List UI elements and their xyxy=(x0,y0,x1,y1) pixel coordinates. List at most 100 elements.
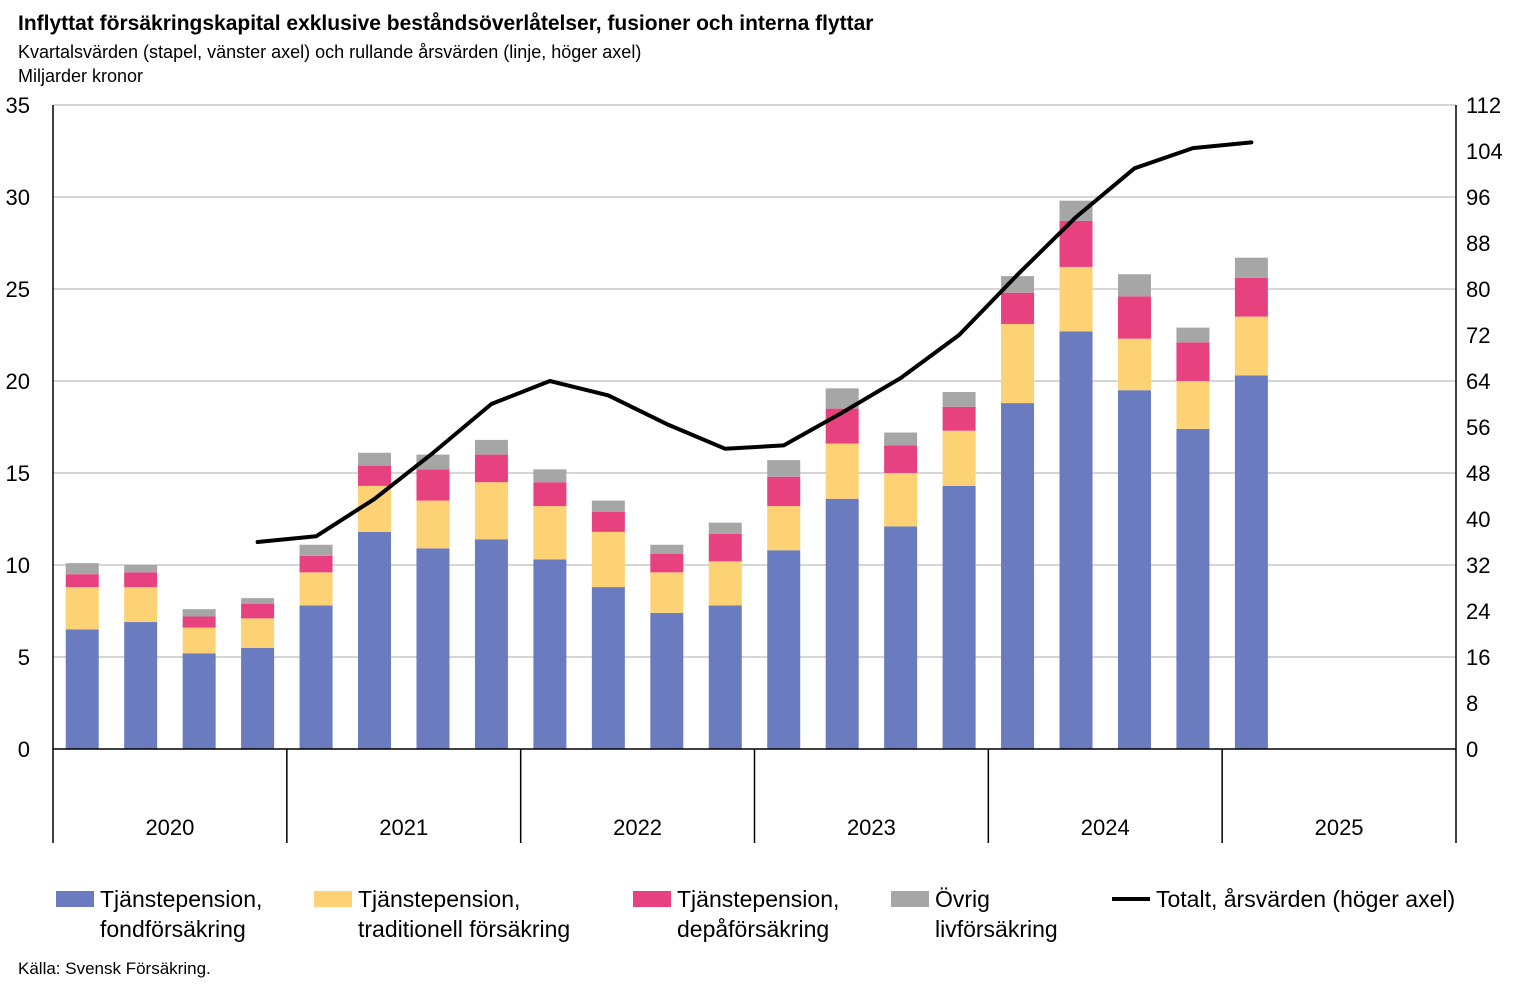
bar-ovrig xyxy=(300,545,333,556)
right-tick-label: 0 xyxy=(1466,737,1478,762)
bar-trad xyxy=(66,587,99,629)
bar-trad xyxy=(826,444,859,499)
bar-fond xyxy=(66,629,99,749)
legend-fond-swatch xyxy=(56,891,94,907)
bar-trad xyxy=(475,482,508,539)
bar-fond xyxy=(183,653,216,749)
legend-depa: Tjänstepension, depåförsäkring xyxy=(633,884,839,944)
right-tick-label: 40 xyxy=(1466,507,1490,532)
bar-fond xyxy=(592,587,625,749)
bar-ovrig xyxy=(1118,274,1151,296)
chart: 0510152025303508162432404856647280889610… xyxy=(0,0,1525,880)
bar-trad xyxy=(124,587,157,622)
bar-fond xyxy=(533,559,566,749)
bar-ovrig xyxy=(124,565,157,572)
bar-trad xyxy=(416,501,449,549)
bar-ovrig xyxy=(709,523,742,534)
bar-depa xyxy=(416,469,449,500)
bar-ovrig xyxy=(241,598,274,604)
bar-fond xyxy=(709,605,742,749)
bar-trad xyxy=(592,532,625,587)
bar-depa xyxy=(1176,342,1209,381)
year-label: 2023 xyxy=(847,815,896,840)
bar-depa xyxy=(358,466,391,486)
bar-ovrig xyxy=(1235,258,1268,278)
bar-fond xyxy=(767,550,800,749)
right-tick-label: 80 xyxy=(1466,277,1490,302)
bar-depa xyxy=(533,482,566,506)
bar-ovrig xyxy=(1176,328,1209,343)
bar-fond xyxy=(358,532,391,749)
bar-trad xyxy=(183,628,216,654)
year-label: 2024 xyxy=(1081,815,1130,840)
bar-trad xyxy=(709,561,742,605)
bar-trad xyxy=(1176,381,1209,429)
bar-trad xyxy=(241,618,274,647)
bar-fond xyxy=(1176,429,1209,749)
bar-depa xyxy=(1001,293,1034,324)
legend-depa-label-1: Tjänstepension, xyxy=(677,884,839,914)
bar-fond xyxy=(124,622,157,749)
bar-depa xyxy=(241,604,274,619)
bar-fond xyxy=(475,539,508,749)
bar-fond xyxy=(1235,375,1268,749)
left-tick-label: 30 xyxy=(6,185,30,210)
year-label: 2020 xyxy=(145,815,194,840)
left-tick-label: 20 xyxy=(6,369,30,394)
bar-depa xyxy=(124,572,157,587)
bar-trad xyxy=(1001,324,1034,403)
bar-depa xyxy=(475,455,508,483)
legend-depa-label-2: depåförsäkring xyxy=(677,914,839,944)
bar-trad xyxy=(650,572,683,612)
bar-ovrig xyxy=(767,460,800,477)
bar-fond xyxy=(300,605,333,749)
bar-depa xyxy=(650,554,683,572)
bar-ovrig xyxy=(533,469,566,482)
bar-trad xyxy=(358,486,391,532)
bar-fond xyxy=(1001,403,1034,749)
left-tick-label: 10 xyxy=(6,553,30,578)
right-tick-label: 48 xyxy=(1466,461,1490,486)
bar-depa xyxy=(767,477,800,506)
right-tick-label: 112 xyxy=(1466,93,1501,118)
left-tick-label: 25 xyxy=(6,277,30,302)
bar-depa xyxy=(183,617,216,628)
bar-trad xyxy=(1235,317,1268,376)
source-note: Källa: Svensk Försäkring. xyxy=(18,959,211,979)
bar-depa xyxy=(1118,296,1151,338)
bar-trad xyxy=(533,506,566,559)
bar-depa xyxy=(884,445,917,473)
bar-fond xyxy=(416,548,449,749)
bar-trad xyxy=(1060,267,1093,331)
bar-fond xyxy=(1060,331,1093,749)
right-tick-label: 16 xyxy=(1466,645,1490,670)
right-tick-label: 96 xyxy=(1466,185,1490,210)
bar-fond xyxy=(650,613,683,749)
bar-fond xyxy=(943,486,976,749)
bar-fond xyxy=(1118,390,1151,749)
bar-trad xyxy=(300,572,333,605)
bar-trad xyxy=(767,506,800,550)
total-line-layer xyxy=(258,142,1252,542)
legend-fond: Tjänstepension, fondförsäkring xyxy=(56,884,262,944)
legend-trad-label-2: traditionell försäkring xyxy=(358,914,570,944)
legend-ovrig-label-1: Övrig xyxy=(935,884,1058,914)
bar-depa xyxy=(300,556,333,573)
year-label: 2021 xyxy=(379,815,428,840)
bar-trad xyxy=(884,473,917,526)
legend-fond-label-2: fondförsäkring xyxy=(100,914,262,944)
right-tick-label: 8 xyxy=(1466,691,1478,716)
legend-fond-label-1: Tjänstepension, xyxy=(100,884,262,914)
bar-fond xyxy=(241,648,274,749)
legend-total-label: Totalt, årsvärden (höger axel) xyxy=(1156,884,1455,914)
bar-ovrig xyxy=(475,440,508,455)
legend-trad: Tjänstepension, traditionell försäkring xyxy=(314,884,570,944)
right-tick-label: 24 xyxy=(1466,599,1490,624)
legend-depa-swatch xyxy=(633,891,671,907)
right-tick-label: 32 xyxy=(1466,553,1490,578)
bar-ovrig xyxy=(884,433,917,446)
right-tick-label: 64 xyxy=(1466,369,1490,394)
legend-ovrig: Övrig livförsäkring xyxy=(891,884,1058,944)
bar-fond xyxy=(826,499,859,749)
legend-trad-label-1: Tjänstepension, xyxy=(358,884,570,914)
